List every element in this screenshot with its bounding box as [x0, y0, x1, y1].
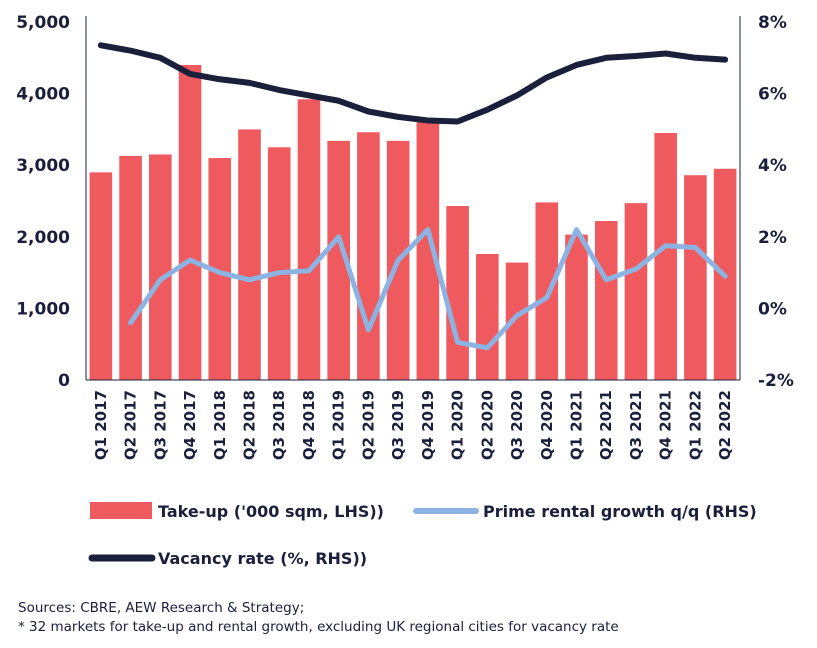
x-tick-label: Q2 2017	[122, 390, 140, 460]
x-tick-label: Q3 2018	[270, 390, 288, 460]
x-tick-label: Q2 2021	[597, 390, 615, 460]
bar-q2-2020	[476, 253, 499, 380]
bar-q2-2019	[357, 132, 380, 380]
bar-q2-2021	[594, 221, 618, 380]
left-tick-label: 3,000	[16, 156, 70, 176]
right-axis-ticks: -2% 0% 2% 4% 6% 8%	[758, 13, 794, 391]
bar-q4-2020	[535, 202, 559, 380]
bar-q1-2022	[684, 175, 707, 380]
x-tick-label: Q3 2020	[508, 390, 526, 460]
x-tick-label: Q1 2021	[568, 390, 586, 460]
x-tick-label: Q4 2017	[181, 390, 199, 460]
bar-q4-2021	[654, 132, 677, 380]
x-tick-label: Q2 2020	[478, 390, 496, 460]
left-tick-label: 5,000	[16, 13, 70, 33]
footnote: * 32 markets for take-up and rental grow…	[18, 619, 619, 635]
x-tick-label: Q3 2021	[627, 390, 645, 460]
left-axis-ticks: 0 1,000 2,000 3,000 4,000 5,000	[16, 13, 70, 391]
bar-q3-2018	[267, 147, 291, 380]
left-tick-label: 2,000	[16, 228, 70, 248]
bar-q3-2017	[149, 154, 172, 380]
bar-q1-2017	[89, 172, 113, 380]
x-tick-label: Q4 2020	[538, 390, 556, 460]
right-tick-label: 2%	[758, 228, 787, 248]
legend-label-vacancy: Vacancy rate (%, RHS))	[158, 549, 367, 568]
left-tick-label: 4,000	[16, 85, 70, 105]
bar-q1-2018	[208, 158, 232, 380]
bar-series-take-up	[89, 64, 737, 381]
x-tick-label: Q3 2017	[151, 390, 169, 460]
bar-q4-2017	[178, 64, 202, 381]
x-tick-label: Q2 2019	[359, 390, 377, 460]
legend-swatch-take-up	[90, 502, 152, 519]
bar-q3-2021	[624, 203, 648, 380]
x-tick-label: Q2 2018	[241, 390, 259, 460]
sources-note: Sources: CBRE, AEW Research & Strategy;	[18, 600, 305, 616]
bar-q1-2019	[327, 140, 350, 380]
line-vacancy-rate	[97, 42, 729, 125]
line-series	[97, 42, 729, 351]
legend-label-take-up: Take-up ('000 sqm, LHS))	[158, 502, 384, 521]
left-tick-label: 0	[58, 371, 70, 391]
x-tick-label: Q1 2017	[92, 390, 110, 460]
x-tick-label: Q1 2018	[211, 390, 229, 460]
right-tick-label: 4%	[758, 156, 787, 176]
x-axis-ticks: Q1 2017 Q2 2017 Q3 2017 Q4 2017 Q1 2018 Q2 20…	[92, 390, 734, 460]
left-tick-label: 1,000	[16, 299, 70, 319]
bar-q4-2019	[416, 120, 440, 381]
right-tick-label: -2%	[758, 371, 794, 391]
bar-q2-2018	[238, 129, 261, 380]
right-tick-label: 8%	[758, 13, 787, 33]
right-tick-label: 6%	[758, 85, 787, 105]
bar-q3-2020	[505, 262, 529, 380]
x-tick-label: Q1 2022	[686, 390, 704, 460]
x-tick-label: Q4 2018	[300, 390, 318, 460]
x-tick-label: Q4 2019	[419, 390, 437, 460]
x-tick-label: Q1 2020	[449, 390, 467, 460]
bar-q1-2020	[446, 206, 469, 380]
x-tick-label: Q2 2022	[716, 390, 734, 460]
bar-q2-2017	[119, 155, 142, 380]
x-tick-label: Q4 2021	[657, 390, 675, 460]
x-tick-label: Q1 2019	[330, 390, 348, 460]
right-tick-label: 0%	[758, 299, 787, 319]
legend: Take-up ('000 sqm, LHS)) Prime rental gro…	[88, 502, 757, 568]
bar-q1-2021	[565, 234, 588, 380]
axes	[85, 16, 741, 381]
x-tick-label: Q3 2019	[389, 390, 407, 460]
line-prime-rental-growth	[128, 227, 728, 351]
legend-label-rental-growth: Prime rental growth q/q (RHS)	[483, 502, 757, 521]
bar-q4-2018	[297, 99, 321, 380]
